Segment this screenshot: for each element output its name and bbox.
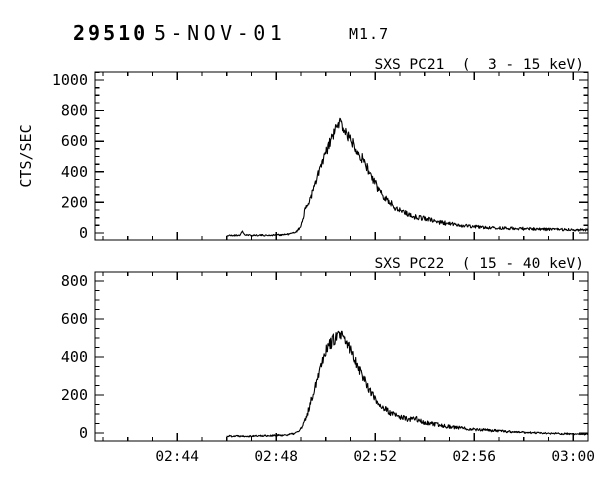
y-axis-tick-label: 800 xyxy=(61,102,88,120)
y-axis-tick-label: 1000 xyxy=(52,71,88,89)
y-axis-tick-label: 400 xyxy=(61,348,88,366)
x-axis-tick-label: 02:44 xyxy=(155,449,199,465)
event-number: 29510 xyxy=(73,21,149,45)
lightcurve-trace-1 xyxy=(226,117,589,237)
event-date: 5-NOV-01 xyxy=(154,21,287,45)
y-axis-tick-label: 600 xyxy=(61,310,88,328)
y-axis-tick-label: 600 xyxy=(61,132,88,150)
panel-title-2: SXS PC22 ( 15 - 40 keV) xyxy=(374,256,584,272)
y-axis-tick-label: 0 xyxy=(79,224,88,242)
x-axis-tick-label: 03:00 xyxy=(551,449,595,465)
y-axis-tick-label: 800 xyxy=(61,272,88,290)
y-axis-tick-label: 200 xyxy=(61,386,88,404)
panel-border-1 xyxy=(94,71,589,241)
y-axis-title: CTS/SEC xyxy=(17,124,35,187)
panel-border-2 xyxy=(94,271,589,442)
panel-title-1: SXS PC21 ( 3 - 15 keV) xyxy=(374,57,584,73)
lightcurve-trace-2 xyxy=(226,330,589,438)
y-axis-tick-label: 400 xyxy=(61,163,88,181)
x-axis-tick-label: 02:56 xyxy=(452,449,496,465)
y-axis-tick-label: 200 xyxy=(61,193,88,211)
flare-class-label: M1.7 xyxy=(349,25,390,43)
x-axis-tick-label: 02:52 xyxy=(353,449,397,465)
x-axis-tick-label: 02:48 xyxy=(254,449,298,465)
y-axis-tick-label: 0 xyxy=(79,424,88,442)
